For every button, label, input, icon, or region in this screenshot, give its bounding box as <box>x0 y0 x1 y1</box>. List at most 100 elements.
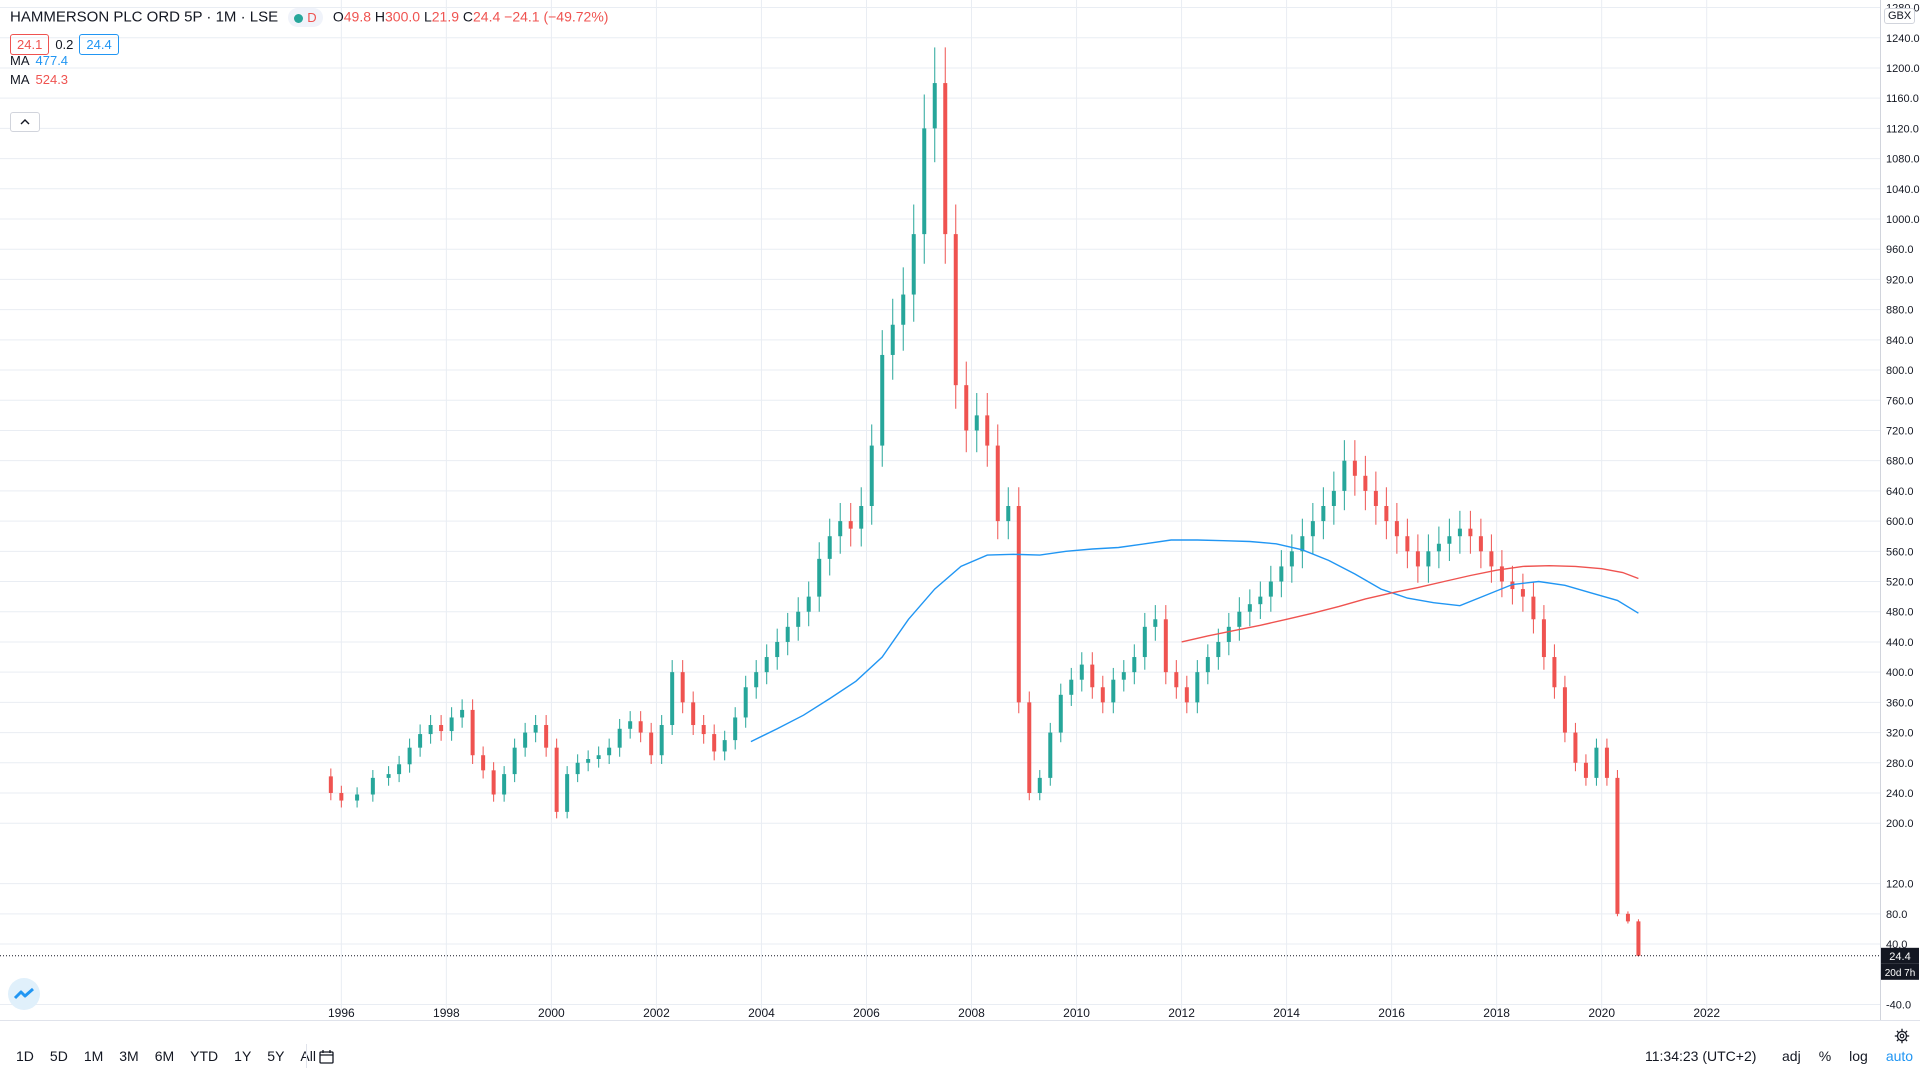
currency-label[interactable]: GBX <box>1884 8 1916 24</box>
range-5y[interactable]: 5Y <box>267 1048 285 1064</box>
candle-body <box>1037 777 1042 793</box>
candle-body <box>1258 596 1263 605</box>
candle-body <box>806 596 811 612</box>
log-toggle[interactable]: log <box>1849 1048 1868 1064</box>
candle-body <box>1594 747 1599 778</box>
ma-line-1 <box>750 539 1639 743</box>
ma-indicator-1[interactable]: MA 477.4 <box>10 53 69 68</box>
range-5d[interactable]: 5D <box>49 1048 68 1064</box>
candle-body <box>743 687 748 718</box>
market-open-icon <box>294 13 304 23</box>
time-range-selector: 1D 5D 1M 3M 6M YTD 1Y 5Y All <box>16 1048 316 1064</box>
y-tick-label: 1000.0 <box>1886 214 1920 226</box>
candle-body <box>1552 657 1557 688</box>
market-status[interactable]: D <box>288 8 323 27</box>
chart-settings-button[interactable] <box>1890 1028 1914 1052</box>
ask-price[interactable]: 24.4 <box>79 34 119 55</box>
countdown-tag <box>1881 963 1919 980</box>
candle-body <box>754 672 759 688</box>
candle-body <box>1310 521 1315 537</box>
range-all[interactable]: All <box>300 1048 316 1064</box>
candle-body <box>1016 506 1021 703</box>
candle-body <box>1447 536 1452 544</box>
candle-body <box>1573 732 1578 763</box>
y-tick-label: 200.0 <box>1886 818 1914 830</box>
candle-body <box>1489 551 1494 567</box>
candle-body <box>586 759 591 763</box>
bid-price[interactable]: 24.1 <box>10 34 50 55</box>
candle-body <box>533 725 538 733</box>
candle-body <box>1184 687 1189 703</box>
candle-body <box>1468 528 1473 537</box>
candle-body <box>691 702 696 726</box>
candle-body <box>1363 475 1368 491</box>
candle-body <box>328 776 333 793</box>
candle-body <box>922 128 927 235</box>
candle-body <box>817 558 822 597</box>
candle-body <box>1195 672 1200 703</box>
candle-body <box>1531 596 1536 620</box>
price-axis[interactable]: 1280.01240.01200.01160.01120.01080.01040… <box>1880 0 1920 1020</box>
goto-date-button[interactable] <box>318 1049 336 1070</box>
candle-body <box>649 732 654 756</box>
range-1m[interactable]: 1M <box>83 1048 104 1064</box>
candle-body <box>1405 536 1410 552</box>
candle-body <box>1247 604 1252 612</box>
y-tick-label: 520.0 <box>1886 577 1914 589</box>
symbol-legend: HAMMERSON PLC ORD 5P · 1M · LSE D O49.8 … <box>10 8 608 27</box>
candle-body <box>523 732 528 748</box>
range-ytd[interactable]: YTD <box>190 1048 219 1064</box>
x-tick-label: 2000 <box>538 1006 565 1020</box>
ma-indicator-2[interactable]: MA 524.3 <box>10 72 69 87</box>
x-tick-label: 2014 <box>1273 1006 1300 1020</box>
candle-body <box>575 762 580 775</box>
candle-body <box>596 755 601 759</box>
symbol-title[interactable]: HAMMERSON PLC ORD 5P · 1M · LSE <box>10 8 279 26</box>
candle-body <box>1111 679 1116 703</box>
candle-body <box>512 747 517 775</box>
candle-body <box>712 734 717 752</box>
y-tick-label: 1160.0 <box>1886 93 1919 105</box>
candle-body <box>339 792 344 801</box>
candle-body <box>964 385 969 431</box>
candle-body <box>1415 551 1420 567</box>
x-tick-label: 2012 <box>1168 1006 1195 1020</box>
range-6m[interactable]: 6M <box>154 1048 175 1064</box>
collapse-legend-button[interactable] <box>10 112 40 132</box>
last-price-tag <box>1881 947 1919 964</box>
range-1d[interactable]: 1D <box>16 1048 34 1064</box>
candle-body <box>1142 626 1147 658</box>
candle-body <box>1541 619 1546 658</box>
candle-body <box>1048 732 1053 778</box>
candle-body <box>1300 536 1305 552</box>
candle-body <box>1510 581 1515 590</box>
price-chart[interactable]: 1996 1998 2000 2002 2004 2006 2008 2010 2012 2014… <box>0 0 1880 1020</box>
percent-toggle[interactable]: % <box>1818 1048 1832 1064</box>
ma-line-2 <box>1181 564 1639 643</box>
x-tick-label: 2004 <box>748 1006 775 1020</box>
y-tick-label: 240.0 <box>1886 788 1914 800</box>
candle-body <box>1216 641 1221 658</box>
clock-timezone[interactable]: 11:34:23 (UTC+2) <box>1645 1048 1757 1064</box>
candle-body <box>1237 611 1242 627</box>
candle-body <box>1090 664 1095 688</box>
range-3m[interactable]: 3M <box>119 1048 139 1064</box>
candle-body <box>1478 536 1483 552</box>
candle-body <box>617 728 622 748</box>
candle-body <box>1520 589 1525 597</box>
y-tick-label: 360.0 <box>1886 697 1914 709</box>
adj-toggle[interactable]: adj <box>1782 1048 1801 1064</box>
tradingview-logo[interactable] <box>8 978 40 1010</box>
candle-body <box>1636 921 1641 956</box>
y-tick-label: 480.0 <box>1886 607 1914 619</box>
candle-body <box>1205 657 1210 673</box>
candle-body <box>565 774 570 812</box>
x-tick-label: 2006 <box>853 1006 880 1020</box>
candle-body <box>827 536 832 559</box>
candle-body <box>1321 506 1326 522</box>
x-tick-label: 2020 <box>1588 1006 1615 1020</box>
logo-icon <box>13 987 34 1000</box>
range-1y[interactable]: 1Y <box>234 1048 252 1064</box>
candle-body <box>932 83 937 129</box>
auto-toggle[interactable]: auto <box>1885 1048 1914 1064</box>
